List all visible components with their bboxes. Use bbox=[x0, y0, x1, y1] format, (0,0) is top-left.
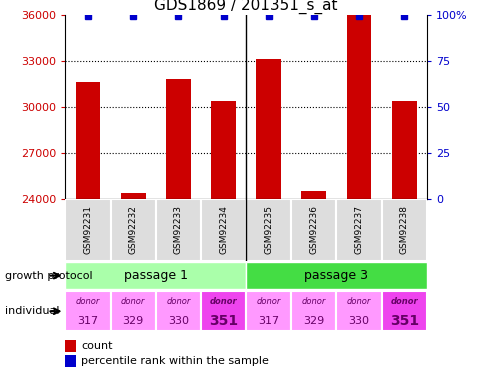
Text: donor: donor bbox=[256, 297, 280, 306]
Bar bbox=[65, 340, 76, 352]
Bar bbox=[301, 191, 326, 199]
Text: 329: 329 bbox=[302, 316, 324, 326]
Title: GDS1869 / 201351_s_at: GDS1869 / 201351_s_at bbox=[154, 0, 337, 13]
Bar bbox=[291, 291, 336, 331]
Text: passage 1: passage 1 bbox=[123, 269, 187, 282]
Text: donor: donor bbox=[301, 297, 325, 306]
Bar bbox=[121, 193, 145, 199]
Text: 317: 317 bbox=[77, 316, 98, 326]
Bar bbox=[336, 199, 381, 261]
Text: GSM92233: GSM92233 bbox=[174, 205, 182, 254]
Bar bbox=[211, 101, 236, 199]
Bar bbox=[291, 199, 336, 261]
Text: donor: donor bbox=[346, 297, 370, 306]
Bar bbox=[155, 199, 200, 261]
Text: GSM92236: GSM92236 bbox=[309, 205, 318, 254]
Text: donor: donor bbox=[166, 297, 190, 306]
Bar bbox=[346, 15, 371, 199]
Bar bbox=[245, 262, 426, 290]
Bar bbox=[200, 199, 245, 261]
Bar bbox=[110, 291, 155, 331]
Bar bbox=[155, 291, 200, 331]
Bar bbox=[76, 82, 100, 199]
Text: 317: 317 bbox=[257, 316, 279, 326]
Text: donor: donor bbox=[76, 297, 100, 306]
Text: 351: 351 bbox=[389, 314, 418, 328]
Text: 351: 351 bbox=[209, 314, 238, 328]
Text: donor: donor bbox=[390, 297, 417, 306]
Bar bbox=[245, 291, 291, 331]
Text: GSM92234: GSM92234 bbox=[219, 205, 227, 254]
Text: GSM92237: GSM92237 bbox=[354, 205, 363, 254]
Text: 329: 329 bbox=[122, 316, 144, 326]
Text: donor: donor bbox=[209, 297, 237, 306]
Text: individual: individual bbox=[5, 306, 59, 316]
Bar bbox=[256, 59, 281, 199]
Bar bbox=[391, 101, 416, 199]
Bar bbox=[166, 80, 190, 199]
Bar bbox=[381, 291, 426, 331]
Text: donor: donor bbox=[121, 297, 145, 306]
Text: 330: 330 bbox=[167, 316, 188, 326]
Text: percentile rank within the sample: percentile rank within the sample bbox=[81, 356, 269, 366]
Bar bbox=[65, 199, 110, 261]
Bar bbox=[200, 291, 245, 331]
Text: 330: 330 bbox=[348, 316, 369, 326]
Text: passage 3: passage 3 bbox=[304, 269, 368, 282]
Bar bbox=[110, 199, 155, 261]
Text: growth protocol: growth protocol bbox=[5, 271, 92, 280]
Bar bbox=[65, 356, 76, 367]
Bar bbox=[65, 291, 110, 331]
Text: count: count bbox=[81, 341, 113, 351]
Bar bbox=[381, 199, 426, 261]
Bar bbox=[245, 199, 291, 261]
Text: GSM92238: GSM92238 bbox=[399, 205, 408, 254]
Text: GSM92231: GSM92231 bbox=[83, 205, 92, 254]
Text: GSM92235: GSM92235 bbox=[264, 205, 272, 254]
Bar bbox=[65, 262, 245, 290]
Bar bbox=[336, 291, 381, 331]
Text: GSM92232: GSM92232 bbox=[128, 205, 137, 254]
